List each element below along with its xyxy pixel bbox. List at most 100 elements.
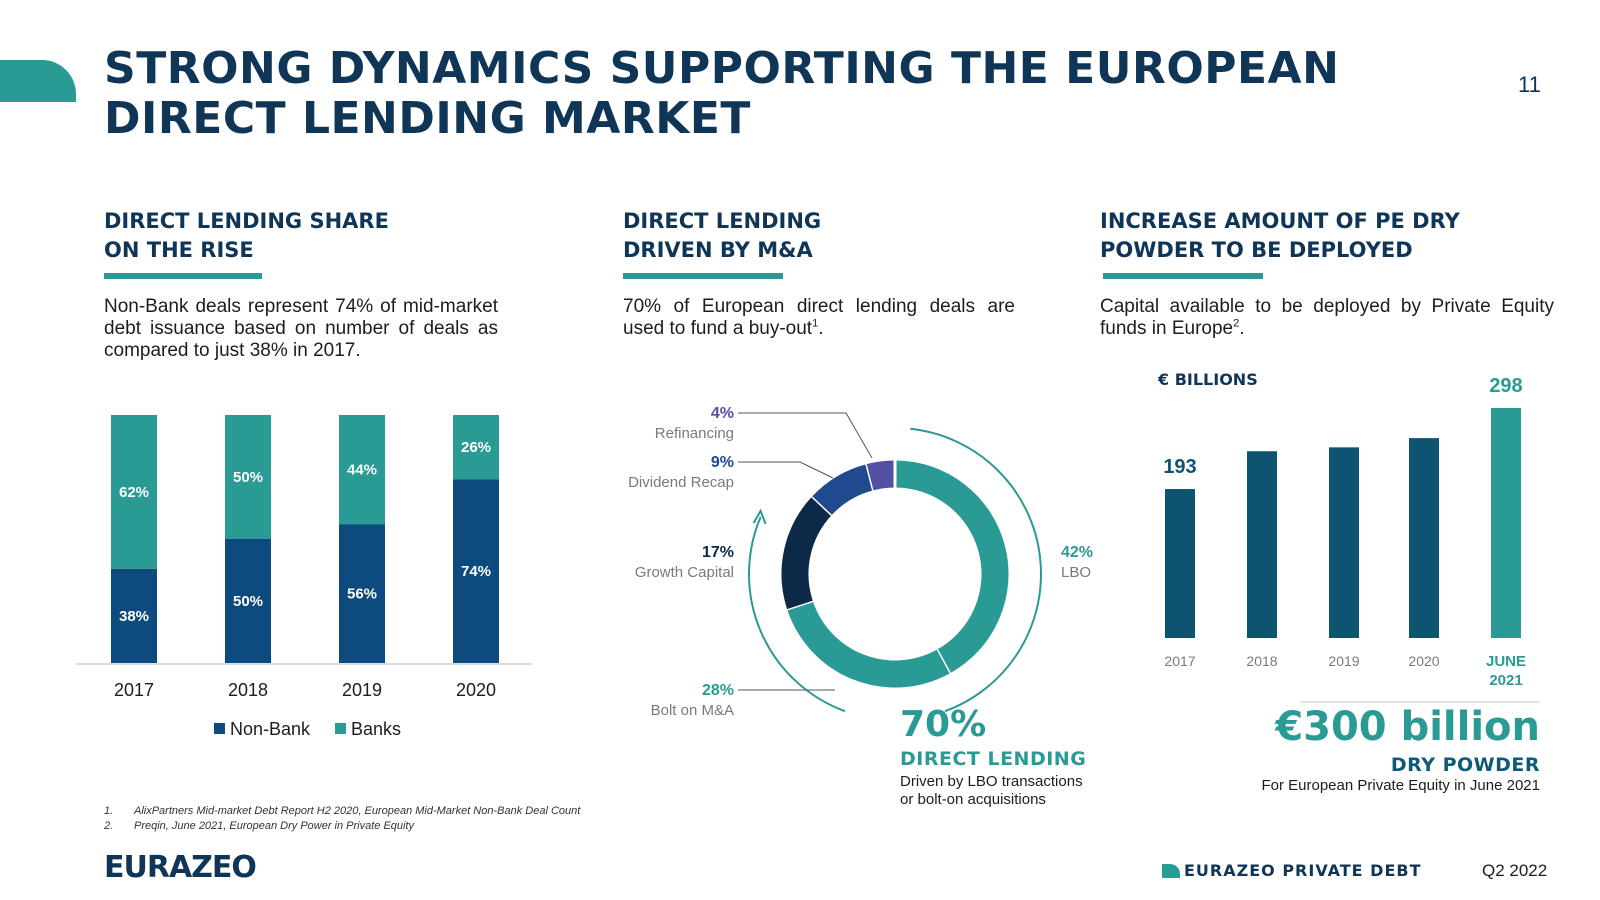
bar-value-label: 50% [233, 469, 263, 486]
eurazeo-logo: EURAZEO [104, 850, 257, 885]
dry-powder-bar [1329, 447, 1359, 638]
slice-category-label: LBO [1061, 564, 1091, 581]
x-tick-label: 2018 [228, 680, 268, 700]
x-tick-label: 2019 [342, 680, 382, 700]
bar-value-label: 38% [119, 608, 149, 625]
bar-segment [339, 524, 385, 663]
x-tick-label: 2018 [1246, 653, 1277, 669]
legend-label: Non-Bank [230, 719, 311, 739]
direct-lending-percentage: 70% [900, 704, 987, 745]
legend-label: Banks [351, 719, 401, 739]
bar-segment [453, 479, 499, 663]
dry-powder-bar [1491, 408, 1521, 638]
section-body: Non-Bank deals represent 74% of mid-mark… [104, 296, 498, 361]
bar-segment [225, 539, 271, 663]
section-body: 70% of European direct lending deals are… [623, 296, 1015, 340]
footnote-text: Preqin, June 2021, European Dry Power in… [134, 820, 415, 832]
slice-value-label: 42% [1061, 544, 1093, 561]
section-body-end: . [818, 318, 824, 339]
donut-slice [812, 464, 874, 516]
bar-value-label: 298 [1489, 375, 1522, 397]
section-rule [623, 273, 783, 279]
arrowhead-icon [752, 508, 767, 525]
donut-slice [866, 460, 896, 491]
donut-slice [787, 600, 950, 688]
slice-category-label: Bolt on M&A [651, 702, 734, 719]
section-ma: DIRECT LENDING DRIVEN BY M&A [623, 207, 1023, 265]
dry-powder-bar [1409, 438, 1439, 638]
direct-lending-label: DIRECT LENDING [900, 748, 1087, 770]
footnote: 2. Preqin, June 2021, European Dry Power … [104, 819, 724, 834]
bar-segment [225, 415, 271, 539]
quarter-label: Q2 2022 [1482, 861, 1548, 880]
dry-powder-bar [1247, 451, 1277, 638]
footnotes: 1. AlixPartners Mid-market Debt Report H2… [104, 804, 724, 834]
bolt-on-arc [748, 516, 846, 713]
footnote-number: 1. [104, 805, 114, 817]
dry-powder-label: DRY POWDER [1390, 754, 1540, 776]
section-dry-powder: INCREASE AMOUNT OF PE DRY POWDER TO BE D… [1100, 207, 1560, 265]
section-rule [104, 273, 262, 279]
bar-value-label: 56% [347, 586, 377, 603]
direct-lending-subtext: Driven by LBO transactions or bolt-on ac… [900, 773, 1120, 809]
bar-segment [453, 415, 499, 480]
footnote: 1. AlixPartners Mid-market Debt Report H2… [104, 804, 724, 819]
legend-swatch [335, 723, 346, 734]
slice-value-label: 17% [702, 544, 734, 561]
direct-lending-subtext-line: or bolt-on acquisitions [900, 791, 1046, 808]
bar-segment [339, 415, 385, 525]
section-body-text: Capital available to be deployed by Priv… [1100, 296, 1554, 339]
brand-name: EURAZEO PRIVATE DEBT [1184, 861, 1422, 880]
section-rule [1103, 273, 1263, 279]
section-share: DIRECT LENDING SHARE ON THE RISE [104, 207, 524, 265]
bar-value-label: 62% [119, 484, 149, 501]
donut-slice [894, 460, 1009, 674]
page-number: 11 [1518, 72, 1541, 97]
footnote-ref: 1 [812, 317, 819, 330]
section-heading-line: DIRECT LENDING SHARE [104, 209, 389, 233]
x-tick-label: JUNE [1486, 653, 1526, 670]
leader-line [738, 461, 834, 479]
dry-powder-amount: €300 billion [1275, 704, 1540, 750]
donut-slice-separator [786, 599, 814, 611]
section-heading-line: POWDER TO BE DEPLOYED [1100, 238, 1413, 262]
bar-value-label: 193 [1163, 456, 1196, 478]
slice-value-label: 28% [702, 682, 734, 699]
slice-category-label: Dividend Recap [628, 474, 734, 491]
header-accent-shape [0, 60, 76, 102]
slice-category-label: Refinancing [655, 425, 734, 442]
footnote-ref: 2 [1233, 317, 1240, 330]
x-tick-label: 2017 [114, 680, 154, 700]
x-tick-label: 2020 [456, 680, 496, 700]
donut-chart: 42% LBO 28% Bolt on M&A 17% Growth Capital 9% D… [628, 405, 1093, 719]
dry-powder-subtext: For European Private Equity in June 2021 [1261, 777, 1540, 794]
x-tick-label: 2020 [1408, 653, 1439, 669]
footnote-number: 2. [104, 820, 114, 832]
bar-value-label: 74% [461, 563, 491, 580]
unit-label: € BILLIONS [1158, 370, 1258, 389]
bar-segment [111, 568, 157, 663]
leader-line [738, 412, 873, 459]
page-title: STRONG DYNAMICS SUPPORTING THE EUROPEAN … [104, 43, 1340, 144]
direct-lending-subtext-line: Driven by LBO transactions [900, 773, 1083, 790]
stacked-bar-chart: 38% 62% 2017 50% 50% 2018 56% 44% 2019 74% 26% 2020… [76, 415, 532, 739]
bar-value-label: 26% [461, 439, 491, 456]
section-body: Capital available to be deployed by Priv… [1100, 296, 1554, 340]
section-heading-line: INCREASE AMOUNT OF PE DRY [1100, 209, 1460, 233]
lbo-arc [910, 427, 1042, 713]
brand-mark-icon [1162, 864, 1180, 878]
dry-powder-bar [1165, 489, 1195, 638]
section-body-end: . [1239, 318, 1245, 339]
x-tick-label: 2017 [1164, 653, 1195, 669]
bar-value-label: 50% [233, 593, 263, 610]
section-body-text: 70% of European direct lending deals are… [623, 296, 1015, 339]
bar-segment [111, 415, 157, 569]
footnote-text: AlixPartners Mid-market Debt Report H2 2… [134, 805, 581, 817]
section-heading-line: ON THE RISE [104, 238, 254, 262]
donut-slice [781, 496, 833, 610]
slice-value-label: 9% [711, 454, 734, 471]
x-tick-label: 2019 [1328, 653, 1359, 669]
section-heading-line: DRIVEN BY M&A [623, 238, 813, 262]
slice-category-label: Growth Capital [635, 564, 734, 581]
dry-powder-bar-chart: 193 2017 2018 2019 2020 298 JUNE 2021 [1163, 375, 1540, 703]
